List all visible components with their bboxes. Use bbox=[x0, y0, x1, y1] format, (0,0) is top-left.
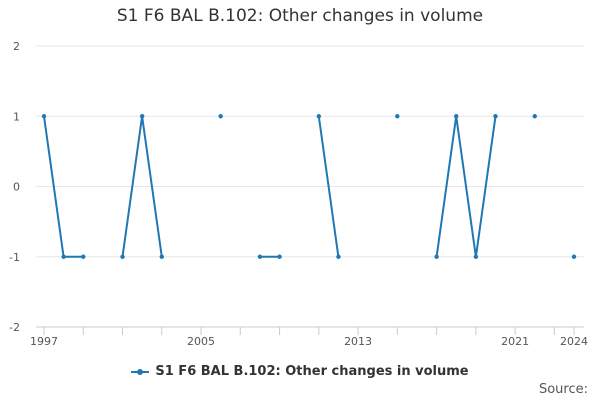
data-point bbox=[571, 254, 577, 259]
data-point bbox=[139, 114, 145, 119]
x-tick-label: 2005 bbox=[187, 335, 215, 348]
data-point bbox=[493, 114, 498, 119]
legend[interactable]: S1 F6 BAL B.102: Other changes in volume bbox=[0, 364, 600, 379]
x-tick-label: 1997 bbox=[30, 335, 58, 348]
data-point bbox=[61, 254, 66, 259]
data-point bbox=[336, 254, 341, 259]
grid-layer bbox=[36, 45, 584, 328]
x-tick-label: 2024 bbox=[560, 335, 588, 348]
y-tick-label: 0 bbox=[13, 181, 20, 194]
legend-label: S1 F6 BAL B.102: Other changes in volume bbox=[155, 364, 469, 379]
y-tick-label: 1 bbox=[13, 110, 20, 123]
axis-layer: -2 -1 0 1 2 1997 2005 2013 2021 2024 bbox=[9, 40, 588, 348]
data-point bbox=[120, 254, 125, 259]
data-point bbox=[434, 254, 439, 259]
series-layer bbox=[41, 114, 577, 259]
y-tick-label: -1 bbox=[9, 251, 20, 264]
data-point bbox=[81, 254, 86, 259]
y-tick-label: 2 bbox=[13, 40, 20, 53]
y-tick-label: -2 bbox=[9, 321, 20, 334]
data-point bbox=[257, 254, 263, 259]
series-line bbox=[435, 115, 497, 258]
data-point bbox=[454, 114, 459, 119]
x-tick-label: 2021 bbox=[501, 335, 529, 348]
data-point bbox=[532, 114, 537, 119]
x-tick-label: 2013 bbox=[344, 335, 372, 348]
chart-title: S1 F6 BAL B.102: Other changes in volume bbox=[116, 6, 484, 26]
data-point bbox=[159, 254, 164, 259]
legend-swatch bbox=[131, 368, 150, 375]
data-point bbox=[473, 254, 479, 259]
data-point bbox=[277, 254, 282, 259]
series-line bbox=[317, 116, 340, 257]
data-point bbox=[316, 114, 322, 119]
data-point bbox=[395, 114, 400, 119]
data-point bbox=[218, 114, 223, 119]
data-point bbox=[41, 114, 47, 119]
source-label: Source: bbox=[538, 382, 588, 397]
